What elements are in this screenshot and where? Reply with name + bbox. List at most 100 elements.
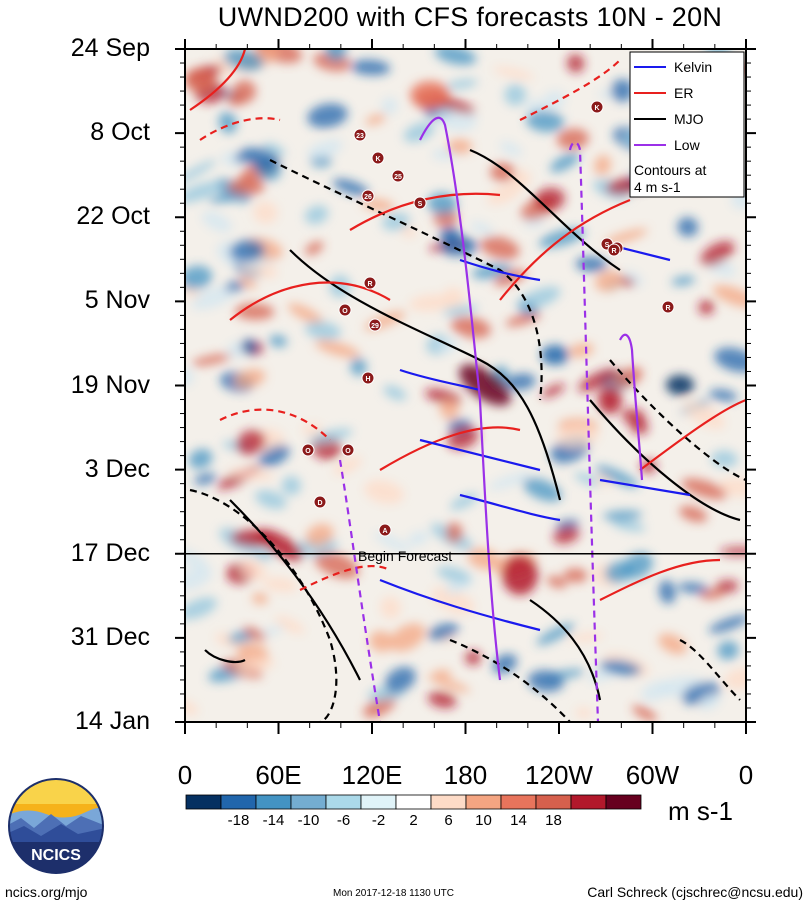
storm-marker: 23 [353, 128, 367, 142]
field-cell [426, 674, 471, 693]
x-tick-label: 0 [738, 760, 754, 790]
mjo-contour [269, 159, 543, 401]
field-cell [516, 286, 561, 311]
field-cell [332, 178, 369, 196]
storm-label: H [365, 376, 370, 383]
field-cell [274, 616, 305, 634]
er-contour [599, 558, 721, 601]
colorbar-tick-label: 18 [545, 812, 562, 829]
y-tick-label: 24 Sep [70, 34, 150, 62]
colorbar-swatch [605, 794, 642, 810]
er-contour [379, 426, 521, 471]
field-cell [185, 547, 208, 569]
field-cell [281, 476, 302, 496]
field-cell [227, 92, 245, 107]
colorbar-tick-label: 6 [444, 812, 453, 829]
colorbar-swatch [185, 794, 222, 810]
field-cell [373, 532, 411, 553]
field-cell [350, 59, 391, 76]
field-cell [269, 335, 288, 348]
field-cell [380, 596, 401, 619]
storm-label: K [594, 105, 599, 112]
field-cell [223, 49, 264, 71]
storm-label: S [605, 242, 610, 249]
storm-marker: A [378, 523, 392, 537]
field-cell [715, 580, 739, 594]
field-cell [724, 668, 746, 690]
field-cell [488, 472, 532, 490]
storm-marker: D [313, 495, 327, 509]
colorbar-swatch [255, 794, 292, 810]
field-cell [431, 587, 475, 615]
field-feature [185, 68, 216, 92]
field-cell [315, 339, 360, 358]
er-contour [639, 398, 746, 471]
storm-label: 25 [394, 174, 402, 181]
field-cell [307, 103, 348, 128]
logo-text: NCICS [31, 847, 81, 864]
storm-marker: R [363, 276, 377, 290]
y-tick-label: 14 Jan [74, 707, 150, 735]
mjo-contour [609, 359, 746, 482]
field-cell [504, 84, 527, 106]
y-tick-label: 22 Oct [76, 202, 150, 231]
storm-label: O [305, 448, 311, 455]
field-cell [185, 699, 199, 716]
field-cell [255, 548, 272, 562]
field-cell [610, 79, 634, 102]
field-cell [604, 228, 648, 245]
field-cell [305, 321, 342, 340]
field-cell [451, 316, 491, 339]
field-cell [574, 472, 601, 487]
colorbar-swatch [570, 794, 607, 810]
legend-note: Contours at [634, 162, 706, 178]
field-cell [575, 707, 593, 719]
storm-dot [661, 300, 675, 314]
colorbar-tick-label: -2 [371, 812, 386, 829]
field-cell [381, 97, 398, 115]
field-cell [384, 666, 416, 693]
field-cell [208, 193, 241, 204]
legend-label: Kelvin [674, 59, 712, 75]
field-cell [228, 468, 275, 481]
field-cell [522, 477, 562, 502]
storm-label: R [665, 305, 670, 312]
y-tick-label: 31 Dec [70, 622, 150, 651]
low-contour [619, 333, 644, 481]
storm-dot [378, 523, 392, 537]
field-cell [191, 353, 232, 366]
field-cell [194, 473, 217, 485]
legend-note: 4 m s-1 [634, 179, 681, 195]
storm-marker: K [371, 151, 385, 165]
field-cell [699, 693, 721, 710]
storm-dot [341, 443, 355, 457]
field-cell [302, 423, 323, 436]
legend: Kelvin ER MJO Low Contours at4 m s-1 [629, 51, 745, 198]
field-cell [464, 650, 482, 666]
storm-dot [313, 495, 327, 509]
field-cell [258, 444, 290, 467]
axes: Begin Forecast [175, 39, 756, 734]
storm-marker: 29 [368, 318, 382, 332]
field-cell [555, 424, 600, 448]
storm-marker: 25 [391, 169, 405, 183]
field-cell [553, 526, 580, 544]
contour-overlays [189, 49, 746, 722]
field-cell [333, 456, 362, 475]
field-cell [325, 49, 347, 62]
field-feature [541, 345, 569, 365]
storm-dot [413, 196, 427, 210]
field-cell [427, 691, 457, 709]
field-cell [442, 304, 478, 316]
field-cell [242, 626, 267, 641]
field-cell [698, 300, 715, 315]
er-contour [189, 49, 247, 111]
field-feature [410, 81, 450, 109]
x-tick-label: 60W [625, 760, 680, 790]
er-contour [219, 408, 331, 441]
storm-label: S [418, 201, 423, 208]
storm-dot [607, 243, 621, 257]
field-cell [234, 303, 275, 320]
storm-label: R [367, 281, 372, 288]
field-cell [369, 630, 394, 653]
